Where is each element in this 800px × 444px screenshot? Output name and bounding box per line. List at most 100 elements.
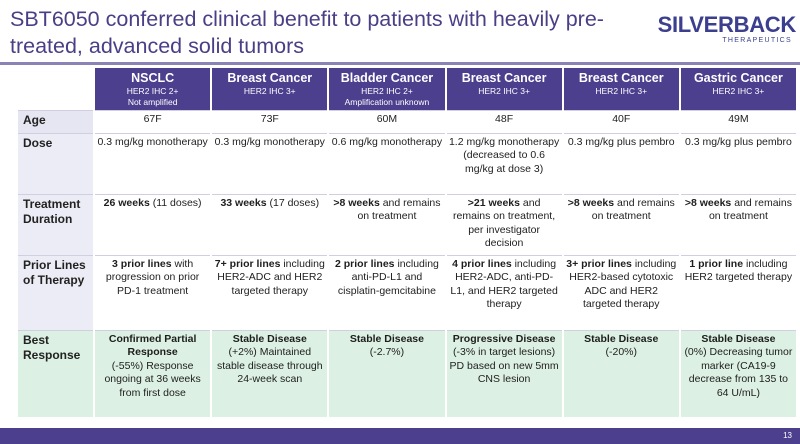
row-header: Treatment Duration — [18, 194, 94, 255]
cell-detail: (-20%) — [605, 346, 637, 359]
duration-cell: >21 weeks and remains on treatment, per … — [446, 194, 562, 255]
cell-highlight: 4 prior lines — [452, 258, 512, 270]
title-divider — [0, 62, 800, 65]
column-subtitle: HER2 IHC 2+ — [126, 86, 179, 96]
duration-row: Treatment Duration 26 weeks (11 doses) 3… — [18, 194, 796, 255]
cell-highlight: 33 weeks — [220, 197, 267, 209]
cell-detail: including HER2-ADC, anti-PD-L1, and HER2… — [450, 258, 558, 311]
column-header: Bladder Cancer HER2 IHC 2+ Amplification… — [329, 68, 445, 110]
row-header: Best Response — [18, 330, 94, 417]
cell-highlight: 7+ prior lines — [214, 258, 281, 270]
column-name: Breast Cancer — [461, 71, 547, 85]
prior-lines-cell: 7+ prior lines including HER2-ADC and HE… — [212, 255, 328, 330]
response-cell: Progressive Disease (-3% in target lesion… — [446, 330, 562, 417]
cell-detail: (-55%) Response ongoing at 36 weeks from… — [104, 359, 201, 399]
footer-bar: 13 — [0, 428, 800, 444]
dose-cell: 0.3 mg/kg monotherapy — [212, 133, 328, 194]
cell-detail: and remains on treatment — [357, 197, 441, 223]
cell-highlight: Stable Disease — [232, 333, 307, 345]
cell-highlight: 1 prior line — [689, 258, 744, 270]
cell-highlight: 26 weeks — [103, 197, 150, 209]
cell-highlight: 2 prior lines — [334, 258, 395, 270]
cell-detail: including anti-PD-L1 and cisplatin-gemci… — [337, 258, 439, 297]
cell-detail: and remains on treatment — [591, 197, 675, 223]
prior-lines-cell: 1 prior line including HER2 targeted the… — [680, 255, 796, 330]
cell-detail: (11 doses) — [152, 197, 202, 209]
cell-highlight: Stable Disease — [584, 333, 659, 345]
response-cell: Confirmed Partial Response (-55%) Respons… — [95, 330, 211, 417]
corner-cell — [18, 68, 93, 110]
cell-highlight: >8 weeks — [684, 197, 732, 209]
response-cell: Stable Disease (0%) Decreasing tumor mark… — [680, 330, 796, 417]
column-header: Breast Cancer HER2 IHC 3+ — [446, 68, 562, 110]
cell-detail: (-2.7%) — [369, 346, 405, 359]
cell-detail: including HER2-ADC and HER2 targeted the… — [217, 258, 325, 297]
page-number: 13 — [783, 431, 792, 440]
cell-detail: (+2%) Maintained stable disease through … — [216, 346, 323, 386]
prior-lines-row: Prior Lines of Therapy 3 prior lines wit… — [18, 255, 796, 330]
cell-detail: including HER2 targeted therapy — [684, 258, 793, 284]
prior-lines-cell: 3 prior lines with progression on prior … — [95, 255, 211, 330]
age-row: Age 67F 73F 60M 48F 40F 49M — [18, 110, 796, 133]
age-cell: 67F — [95, 110, 211, 133]
column-name: Breast Cancer — [227, 71, 313, 85]
cell-highlight: >21 weeks — [467, 197, 520, 209]
duration-cell: >8 weeks and remains on treatment — [329, 194, 445, 255]
column-name: Bladder Cancer — [340, 71, 434, 85]
duration-cell: >8 weeks and remains on treatment — [563, 194, 679, 255]
response-cell: Stable Disease (-20%) — [563, 330, 679, 417]
column-subtitle: HER2 IHC 3+ — [712, 86, 765, 96]
column-subtitle: HER2 IHC 3+ — [243, 86, 296, 96]
cell-highlight: Stable Disease — [701, 333, 776, 345]
row-header: Age — [18, 110, 94, 133]
cell-detail: including HER2-based cytotoxic ADC and H… — [569, 258, 677, 311]
age-cell: 48F — [446, 110, 562, 133]
slide-title: SBT6050 conferred clinical benefit to pa… — [10, 7, 604, 58]
row-header: Prior Lines of Therapy — [18, 255, 94, 330]
dose-cell: 0.3 mg/kg plus pembro — [563, 133, 679, 194]
dose-cell: 0.3 mg/kg monotherapy — [95, 133, 211, 194]
cell-detail: (-3% in target lesions) PD based on new … — [449, 346, 559, 386]
age-cell: 73F — [212, 110, 328, 133]
header-row: NSCLC HER2 IHC 2+ Not amplified Breast C… — [18, 68, 796, 110]
cell-detail: (0%) Decreasing tumor marker (CA19-9 dec… — [684, 346, 793, 399]
cell-highlight: Stable Disease — [349, 333, 424, 345]
best-response-row: Best Response Confirmed Partial Response… — [18, 330, 796, 417]
prior-lines-cell: 2 prior lines including anti-PD-L1 and c… — [329, 255, 445, 330]
dose-cell: 0.6 mg/kg monotherapy — [329, 133, 445, 194]
cell-highlight: 3 prior lines — [112, 258, 172, 270]
column-header: Breast Cancer HER2 IHC 3+ — [563, 68, 679, 110]
dose-row: Dose 0.3 mg/kg monotherapy 0.3 mg/kg mon… — [18, 133, 796, 194]
column-subtitle: Not amplified — [127, 97, 178, 107]
column-name: Gastric Cancer — [693, 71, 783, 85]
age-cell: 49M — [680, 110, 796, 133]
column-subtitle: HER2 IHC 3+ — [595, 86, 648, 96]
column-name: NSCLC — [131, 71, 175, 85]
row-header: Dose — [18, 133, 94, 194]
response-cell: Stable Disease (-2.7%) — [329, 330, 445, 417]
prior-lines-cell: 3+ prior lines including HER2-based cyto… — [563, 255, 679, 330]
company-logo: SILVERBACK THERAPEUTICS — [650, 12, 797, 45]
cell-highlight: Confirmed Partial Response — [108, 333, 197, 359]
clinical-results-table: NSCLC HER2 IHC 2+ Not amplified Breast C… — [16, 68, 798, 417]
dose-cell: 0.3 mg/kg plus pembro — [680, 133, 796, 194]
cell-highlight: >8 weeks — [567, 197, 615, 209]
logo-subtitle: THERAPEUTICS — [722, 37, 792, 44]
cell-highlight: >8 weeks — [333, 197, 380, 209]
column-subtitle: HER2 IHC 2+ — [361, 86, 413, 96]
column-header: NSCLC HER2 IHC 2+ Not amplified — [95, 68, 211, 110]
response-cell: Stable Disease (+2%) Maintained stable di… — [212, 330, 328, 417]
age-cell: 40F — [563, 110, 679, 133]
column-name: Breast Cancer — [578, 71, 664, 85]
column-header: Gastric Cancer HER2 IHC 3+ — [680, 68, 796, 110]
dose-cell: 1.2 mg/kg monotherapy (decreased to 0.6 … — [446, 133, 562, 194]
duration-cell: >8 weeks and remains on treatment — [680, 194, 796, 255]
cell-detail: with progression on prior PD-1 treatment — [105, 258, 200, 297]
cell-detail: (17 doses) — [269, 197, 320, 209]
prior-lines-cell: 4 prior lines including HER2-ADC, anti-P… — [446, 255, 562, 330]
age-cell: 60M — [329, 110, 445, 133]
duration-cell: 26 weeks (11 doses) — [95, 194, 211, 255]
logo-wordmark: SILVERBACK — [657, 12, 797, 37]
column-header: Breast Cancer HER2 IHC 3+ — [212, 68, 328, 110]
column-subtitle: HER2 IHC 3+ — [478, 86, 530, 96]
